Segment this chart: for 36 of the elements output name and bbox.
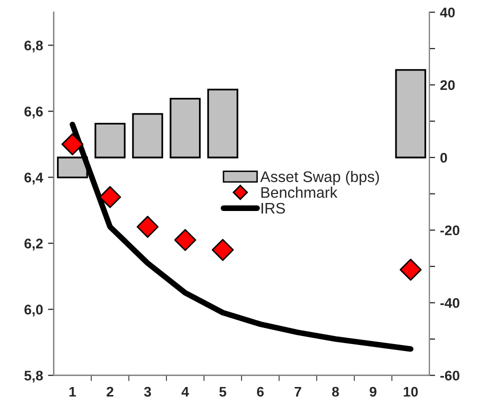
x-tick-label: 10: [404, 386, 418, 397]
x-tick-label: 9: [370, 386, 376, 397]
y-tick-label: 6,2: [24, 238, 43, 250]
bar: [395, 69, 426, 158]
bar: [170, 98, 201, 158]
y-tick-label: 6,4: [24, 172, 44, 184]
x-tick-label: 4: [182, 386, 189, 397]
x-tick-label: 2: [106, 386, 114, 397]
point: [136, 216, 159, 238]
point: [212, 238, 234, 261]
y2-tick-label: 40: [440, 8, 455, 18]
bar: [207, 88, 238, 158]
y2-tick-label: -20: [440, 225, 460, 236]
point: [99, 186, 122, 208]
legend-label: Benchmark: [261, 186, 338, 198]
y2-tick-label: -40: [440, 298, 460, 308]
bar: [94, 122, 126, 158]
y2-tick-label: -60: [440, 370, 460, 381]
y-tick-label: 5,8: [24, 370, 43, 383]
y2-tick-label: 20: [440, 80, 455, 90]
x-tick-label: 1: [69, 386, 76, 397]
y2-tick-label: 0: [440, 152, 448, 163]
y-tick-label: 6,8: [24, 40, 43, 52]
legend-label: IRS: [262, 202, 285, 214]
x-tick-label: 7: [294, 386, 302, 397]
bar: [132, 113, 164, 158]
x-tick-label: 3: [144, 386, 151, 397]
legend-label: Asset Swap (bps): [260, 170, 379, 186]
point: [174, 229, 196, 252]
x-tick-label: 8: [332, 386, 339, 397]
point: [61, 133, 84, 156]
x-tick-label: 6: [256, 386, 264, 397]
x-tick-label: 5: [219, 386, 226, 397]
y-tick-label: 6,0: [24, 304, 43, 317]
point: [400, 258, 422, 281]
y-tick-label: 6,6: [24, 106, 43, 118]
